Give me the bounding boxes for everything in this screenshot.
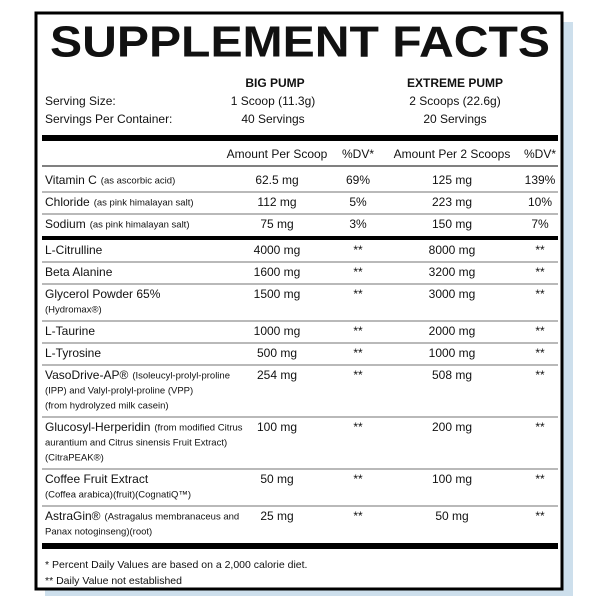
product-name: EXTREME PUMP xyxy=(407,76,503,90)
ingredient-note: aurantium and Citrus sinensis Fruit Extr… xyxy=(45,438,227,449)
ingredient-name: VasoDrive-AP® xyxy=(45,368,128,382)
ingredient-name: Glycerol Powder 65% xyxy=(45,287,161,301)
cell: ** xyxy=(353,243,363,257)
cell: ** xyxy=(535,287,545,301)
column-header: %DV* xyxy=(342,147,374,161)
serving-label: Servings Per Container: xyxy=(45,112,172,126)
column-header: Amount Per 2 Scoops xyxy=(394,147,511,161)
cell: 200 mg xyxy=(432,420,472,434)
cell: 139% xyxy=(525,173,556,187)
cell: 100 mg xyxy=(432,472,472,486)
ingredient-note: (as ascorbic acid) xyxy=(101,176,175,187)
ingredient-name: L-Tyrosine xyxy=(45,346,101,360)
title: SUPPLEMENT FACTS xyxy=(50,18,550,67)
serving-value: 40 Servings xyxy=(241,112,304,126)
ingredient-name: AstraGin® xyxy=(45,509,101,523)
cell: 69% xyxy=(346,173,370,187)
cell: ** xyxy=(353,324,363,338)
cell: 8000 mg xyxy=(429,243,476,257)
cell: ** xyxy=(353,346,363,360)
cell: 508 mg xyxy=(432,368,472,382)
ingredient-name: Glucosyl-Herperidin xyxy=(45,420,150,434)
cell: 62.5 mg xyxy=(255,173,298,187)
ingredient-note: (as pink himalayan salt) xyxy=(90,220,190,231)
cell: ** xyxy=(535,472,545,486)
ingredient-name: Chloride xyxy=(45,195,90,209)
cell: 7% xyxy=(531,217,549,231)
cell: 150 mg xyxy=(432,217,472,231)
cell: ** xyxy=(353,509,363,523)
cell: 125 mg xyxy=(432,173,472,187)
ingredient-name: Coffee Fruit Extract xyxy=(45,472,149,486)
cell: 100 mg xyxy=(257,420,297,434)
serving-value: 1 Scoop (11.3g) xyxy=(231,94,316,108)
ingredient-note: (Coffea arabica)(fruit)(CognatiQ™) xyxy=(45,490,191,501)
ingredient-name: Sodium xyxy=(45,217,86,231)
cell: ** xyxy=(535,324,545,338)
cell: 75 mg xyxy=(260,217,293,231)
cell: ** xyxy=(353,368,363,382)
cell: 5% xyxy=(349,195,367,209)
cell: ** xyxy=(535,368,545,382)
cell: 50 mg xyxy=(260,472,293,486)
column-header: %DV* xyxy=(524,147,556,161)
rule xyxy=(42,543,558,549)
ingredient-note: Panax notoginseng)(root) xyxy=(45,527,152,538)
serving-label: Serving Size: xyxy=(45,94,116,108)
cell: 1000 mg xyxy=(254,324,301,338)
cell: 1600 mg xyxy=(254,265,301,279)
cell: 2000 mg xyxy=(429,324,476,338)
ingredient-note: (from modified Citrus xyxy=(154,423,242,434)
ingredient-note: (Isoleucyl-prolyl-proline xyxy=(132,371,230,382)
cell: 223 mg xyxy=(432,195,472,209)
cell: ** xyxy=(535,420,545,434)
product-name: BIG PUMP xyxy=(245,76,304,90)
cell: 4000 mg xyxy=(254,243,301,257)
cell: 254 mg xyxy=(257,368,297,382)
ingredient-name: Vitamin C xyxy=(45,173,97,187)
cell: 10% xyxy=(528,195,552,209)
cell: 50 mg xyxy=(435,509,468,523)
ingredient-name: L-Taurine xyxy=(45,324,95,338)
cell: 500 mg xyxy=(257,346,297,360)
cell: ** xyxy=(535,346,545,360)
cell: 3% xyxy=(349,217,367,231)
cell: 3000 mg xyxy=(429,287,476,301)
cell: ** xyxy=(353,472,363,486)
cell: 25 mg xyxy=(260,509,293,523)
cell: ** xyxy=(353,265,363,279)
footnote: * Percent Daily Values are based on a 2,… xyxy=(45,559,307,571)
footnote: ** Daily Value not established xyxy=(45,575,182,587)
cell: ** xyxy=(353,287,363,301)
cell: 3200 mg xyxy=(429,265,476,279)
cell: 1000 mg xyxy=(429,346,476,360)
ingredient-note: (Astragalus membranaceus and xyxy=(105,512,240,523)
frame xyxy=(34,11,564,591)
rule xyxy=(42,236,558,240)
cell: ** xyxy=(535,509,545,523)
cell: 112 mg xyxy=(257,195,296,209)
ingredient-note: (as pink himalayan salt) xyxy=(94,198,194,209)
ingredient-note: (Hydromax®) xyxy=(45,305,102,316)
rule xyxy=(42,135,558,141)
cell: ** xyxy=(353,420,363,434)
column-header: Amount Per Scoop xyxy=(227,147,328,161)
ingredient-note: (from hydrolyzed milk casein) xyxy=(45,401,169,412)
ingredient-note: (CitraPEAK®) xyxy=(45,453,104,464)
cell: 1500 mg xyxy=(254,287,301,301)
cell: ** xyxy=(535,265,545,279)
ingredient-note: (IPP) and Valyl-prolyl-proline (VPP) xyxy=(45,386,193,397)
serving-value: 2 Scoops (22.6g) xyxy=(409,94,500,108)
serving-value: 20 Servings xyxy=(423,112,486,126)
ingredient-name: L-Citrulline xyxy=(45,243,103,257)
ingredient-name: Beta Alanine xyxy=(45,265,113,279)
cell: ** xyxy=(535,243,545,257)
